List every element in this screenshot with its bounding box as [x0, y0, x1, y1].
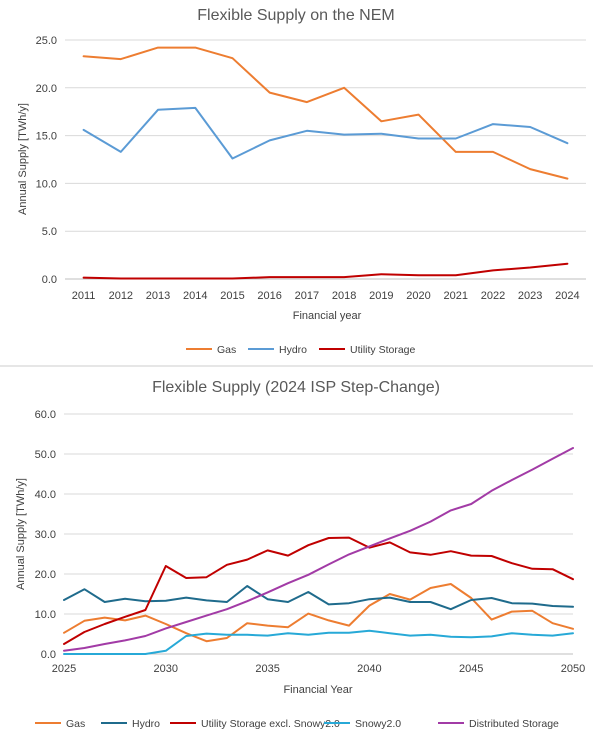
x-tick-label: 2019 — [369, 290, 393, 302]
x-tick-label: 2012 — [109, 290, 133, 302]
legend-label: Utility Storage — [350, 344, 416, 356]
x-tick-label: 2014 — [183, 290, 207, 302]
x-tick-labels: 2011 2012 2013 2014 2015 2016 2017 2018 2019 2020… — [72, 290, 580, 302]
x-tick-label: 2011 — [72, 290, 96, 302]
x-tick-label: 2015 — [220, 290, 244, 302]
y-tick-label: 40.0 — [35, 489, 56, 501]
x-tick-label: 2030 — [154, 663, 178, 675]
series-line-snowy2-0 — [63, 629, 574, 655]
x-tick-label: 2022 — [481, 290, 505, 302]
x-tick-label: 2023 — [518, 290, 542, 302]
x-tick-label: 2045 — [459, 663, 483, 675]
y-tick-label: 50.0 — [35, 449, 56, 461]
x-tick-label: 2018 — [332, 290, 356, 302]
chart-title: Flexible Supply on the NEM — [197, 7, 394, 24]
legend: Gas Hydro Utility Storage excl. Snowy2.0 Sn… — [35, 718, 559, 730]
legend-label: Distributed Storage — [469, 718, 559, 730]
x-tick-label: 2025 — [52, 663, 76, 675]
y-tick-label: 0.0 — [41, 649, 56, 661]
series-line-gas — [63, 583, 574, 643]
chart-title: Flexible Supply (2024 ISP Step-Change) — [152, 379, 440, 396]
x-axis-label: Financial year — [293, 310, 362, 322]
legend-label: Hydro — [132, 718, 160, 730]
x-tick-label: 2021 — [444, 290, 468, 302]
series-line-hydro — [63, 585, 574, 611]
y-tick-label: 5.0 — [42, 226, 57, 238]
legend-label: Gas — [217, 344, 236, 356]
series-lines — [63, 447, 574, 655]
y-axis-label: Annual Supply [TWh/y] — [15, 478, 27, 590]
y-tick-labels: 0.0 10.0 20.0 30.0 40.0 50.0 60.0 — [35, 409, 56, 661]
series-line-gas — [82, 46, 569, 180]
y-tick-label: 15.0 — [36, 131, 57, 143]
series-lines — [82, 46, 569, 280]
y-tick-label: 0.0 — [42, 274, 57, 286]
x-tick-label: 2035 — [255, 663, 279, 675]
x-tick-label: 2050 — [561, 663, 585, 675]
series-line-distributed-storage — [63, 447, 574, 652]
chart-nem-flexible-supply: Flexible Supply on the NEM 0.0 5.0 10.0 15.… — [17, 7, 586, 356]
x-tick-label: 2040 — [357, 663, 381, 675]
y-tick-labels: 0.0 5.0 10.0 15.0 20.0 25.0 — [36, 35, 57, 286]
x-tick-label: 2017 — [295, 290, 319, 302]
gridlines — [65, 39, 586, 280]
series-line-hydro — [82, 106, 569, 160]
y-tick-label: 20.0 — [35, 569, 56, 581]
legend: Gas Hydro Utility Storage — [186, 344, 416, 356]
gridlines — [64, 413, 573, 655]
y-tick-label: 10.0 — [36, 178, 57, 190]
series-line-utility-storage — [82, 262, 569, 280]
x-tick-label: 2016 — [257, 290, 281, 302]
divider — [0, 365, 593, 367]
y-tick-label: 30.0 — [35, 529, 56, 541]
x-tick-label: 2020 — [406, 290, 430, 302]
series-line-utility-storage-excl-snowy2-0 — [63, 536, 574, 645]
x-axis-label: Financial Year — [283, 684, 352, 696]
y-tick-label: 60.0 — [35, 409, 56, 421]
legend-label: Hydro — [279, 344, 307, 356]
y-axis-label: Annual Supply [TWh/y] — [17, 103, 29, 215]
chart-isp-step-change: Flexible Supply (2024 ISP Step-Change) 0… — [15, 379, 585, 730]
x-tick-label: 2024 — [555, 290, 579, 302]
y-tick-label: 20.0 — [36, 83, 57, 95]
legend-label: Snowy2.0 — [355, 718, 401, 730]
legend-label: Gas — [66, 718, 85, 730]
legend-label: Utility Storage excl. Snowy2.0 — [201, 718, 340, 730]
y-tick-label: 25.0 — [36, 35, 57, 47]
y-tick-label: 10.0 — [35, 609, 56, 621]
x-tick-labels: 2025 2030 2035 2040 2045 2050 — [52, 663, 585, 675]
x-tick-label: 2013 — [146, 290, 170, 302]
